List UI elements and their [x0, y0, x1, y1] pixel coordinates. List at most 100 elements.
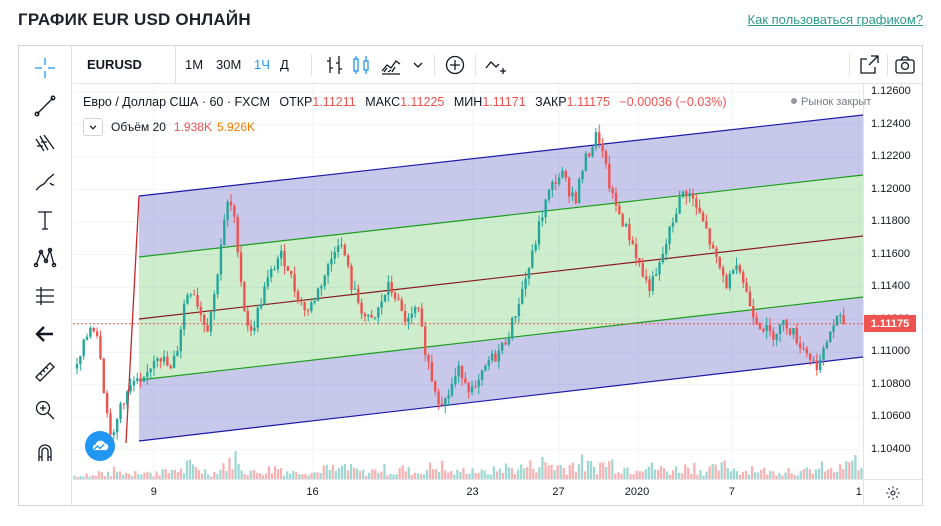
volume-collapse-button[interactable] — [83, 118, 103, 136]
volume-bar — [322, 465, 325, 479]
volume-bar — [769, 470, 772, 479]
candle-body — [323, 275, 326, 287]
volume-bar — [115, 471, 119, 479]
timeframe-1m[interactable]: 1М — [185, 57, 204, 72]
brush-icon — [35, 173, 55, 191]
volume-bar — [526, 467, 529, 479]
page-title: ГРАФИК EUR USD ОНЛАЙН — [18, 10, 251, 29]
area-style-button[interactable] — [379, 53, 403, 77]
candle-body — [296, 291, 300, 302]
chart-toolbar: EURUSD 1М 30М 1Ч Д — [73, 46, 922, 84]
back-tool[interactable] — [27, 318, 63, 350]
tradingview-logo[interactable] — [85, 431, 115, 461]
magnet-tool[interactable] — [27, 436, 63, 468]
volume-bar — [352, 467, 356, 479]
timeframe-1h[interactable]: 1Ч — [254, 57, 270, 72]
prediction-tool[interactable] — [27, 280, 63, 312]
symbol-search-button[interactable]: EURUSD — [73, 46, 176, 83]
ruler-tool[interactable] — [27, 356, 63, 388]
candle-body — [480, 370, 484, 380]
candle-body — [434, 381, 437, 392]
volume-bar — [690, 473, 693, 479]
candles-style-button[interactable] — [349, 53, 373, 77]
timeframe-day[interactable]: Д — [280, 57, 289, 72]
volume-bar — [252, 469, 255, 479]
volume-bar — [793, 474, 796, 479]
market-status: Рынок закрыт — [791, 96, 871, 108]
volume-bar — [106, 471, 110, 479]
volume-bar — [829, 468, 833, 479]
candle-body — [665, 243, 668, 254]
candle-body — [393, 292, 397, 299]
candle-body — [310, 302, 313, 312]
volume-bar — [340, 465, 344, 479]
price-tick-label: 1.11400 — [871, 280, 910, 293]
indicators-button[interactable] — [483, 53, 507, 77]
candle-body — [668, 226, 671, 244]
volume-bar — [416, 473, 419, 479]
change-value: −0.00036 (−0.03%) — [619, 95, 727, 109]
volume-bar — [249, 470, 252, 479]
candle-body — [450, 384, 454, 396]
volume-bar — [623, 467, 626, 479]
volume-bar — [708, 466, 711, 479]
candle-body — [718, 257, 721, 268]
volume-bar — [380, 471, 383, 479]
bars-style-button[interactable] — [323, 53, 347, 77]
volume-bar — [368, 472, 371, 479]
fib-tool[interactable] — [27, 128, 63, 160]
price-tick-label: 1.10600 — [871, 410, 911, 423]
trend-line-tool[interactable] — [27, 90, 63, 122]
crosshair-icon — [35, 58, 55, 78]
zoom-tool[interactable] — [27, 394, 63, 426]
candle-body — [628, 223, 631, 241]
candle-body — [85, 336, 89, 340]
candle-body — [320, 286, 323, 289]
candle-body — [705, 221, 708, 229]
candle-body — [487, 360, 490, 366]
price-axis[interactable] — [863, 84, 922, 479]
compare-button[interactable] — [443, 53, 467, 77]
chart-settings-button[interactable] — [863, 479, 922, 505]
fullscreen-button[interactable] — [857, 53, 881, 77]
volume-bar — [571, 462, 574, 479]
snapshot-button[interactable] — [893, 53, 917, 77]
timeframe-30m[interactable]: 30М — [216, 57, 242, 72]
volume-bar — [599, 462, 602, 479]
pattern-tool[interactable] — [27, 242, 63, 274]
volume-bar — [325, 464, 328, 479]
prediction-icon — [36, 287, 54, 305]
toolbar-divider — [434, 54, 435, 76]
volume-bar — [337, 468, 340, 479]
candle-body — [618, 205, 621, 215]
candle-body — [731, 270, 735, 274]
volume-bar — [143, 472, 146, 479]
candle-body — [336, 245, 340, 253]
volume-bar — [319, 472, 322, 479]
text-tool[interactable] — [27, 204, 63, 236]
volume-bar — [422, 474, 426, 479]
chart-pane[interactable] — [73, 84, 864, 479]
candle-body — [721, 267, 725, 276]
volume-bar — [468, 473, 471, 479]
volume-bar — [410, 474, 413, 479]
chart-type-dropdown[interactable] — [406, 53, 430, 77]
volume-bar — [304, 474, 307, 479]
time-axis[interactable] — [73, 479, 863, 505]
candle-body — [340, 244, 343, 246]
volume-bar — [137, 474, 140, 479]
volume-bar — [255, 472, 258, 479]
crosshair-tool[interactable] — [27, 52, 63, 84]
brush-tool[interactable] — [27, 166, 63, 198]
candle-body — [75, 364, 79, 369]
candle-body — [219, 245, 223, 275]
candle-body — [293, 274, 296, 292]
help-link[interactable]: Как пользоваться графиком? — [747, 12, 923, 27]
volume-bar — [620, 473, 623, 479]
candle-body — [430, 361, 434, 382]
volume-bar — [839, 464, 842, 479]
open-value: 1.11211 — [312, 95, 356, 109]
candle-body — [397, 298, 400, 300]
volume-bar — [583, 471, 587, 479]
candle-body — [678, 196, 681, 214]
